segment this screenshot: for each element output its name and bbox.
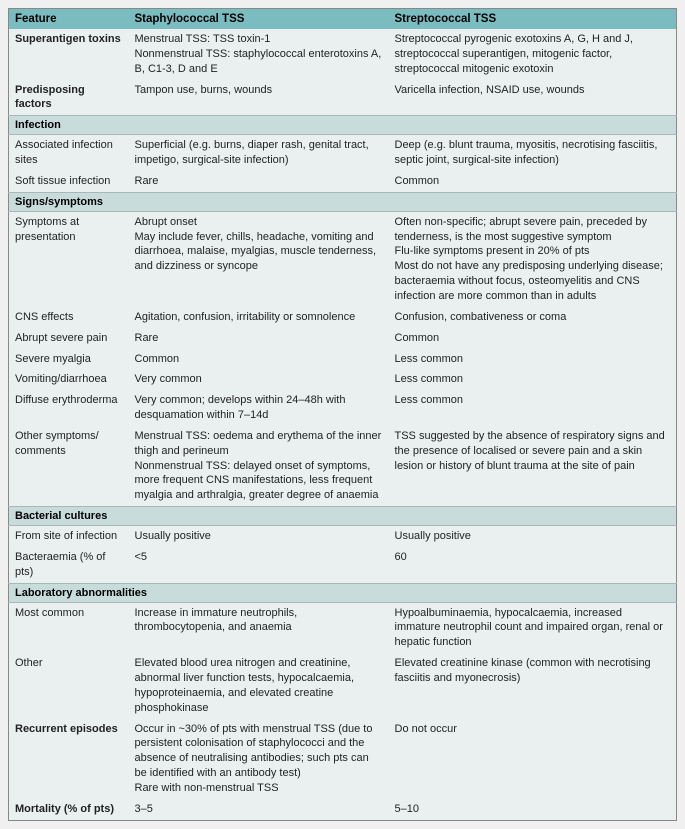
strep-cell: Usually positive [389,526,677,547]
staph-cell: Rare [129,171,389,192]
feature-cell: Predisposing factors [9,80,129,116]
table-row: Associated infection sitesSuperficial (e… [9,135,677,171]
staph-cell: Abrupt onsetMay include fever, chills, h… [129,211,389,307]
feature-cell: Severe myalgia [9,349,129,370]
section-header: Signs/symptoms [9,192,677,211]
feature-cell: Mortality (% of pts) [9,799,129,820]
feature-cell: Symptoms at presentation [9,211,129,307]
strep-cell: Deep (e.g. blunt trauma, myositis, necro… [389,135,677,171]
table-row: Severe myalgiaCommonLess common [9,349,677,370]
section-label: Signs/symptoms [9,192,677,211]
strep-cell: Less common [389,349,677,370]
staph-cell: Very common [129,369,389,390]
column-header-1: Staphylococcal TSS [129,9,389,30]
strep-cell: Streptococcal pyrogenic exotoxins A, G, … [389,29,677,80]
feature-cell: Other symptoms/ comments [9,426,129,507]
feature-cell: Recurrent episodes [9,719,129,799]
table-row: Bacteraemia (% of pts)<560 [9,547,677,583]
strep-cell: Confusion, combativeness or coma [389,307,677,328]
staph-cell: Occur in ~30% of pts with menstrual TSS … [129,719,389,799]
table-row: Vomiting/diarrhoeaVery commonLess common [9,369,677,390]
staph-cell: Usually positive [129,526,389,547]
feature-cell: Associated infection sites [9,135,129,171]
feature-cell: Abrupt severe pain [9,328,129,349]
staph-cell: Tampon use, burns, wounds [129,80,389,116]
feature-cell: Vomiting/diarrhoea [9,369,129,390]
staph-cell: 3–5 [129,799,389,820]
section-label: Laboratory abnormalities [9,583,677,602]
table-row: Predisposing factorsTampon use, burns, w… [9,80,677,116]
column-header-2: Streptococcal TSS [389,9,677,30]
strep-cell: Common [389,171,677,192]
section-header: Laboratory abnormalities [9,583,677,602]
strep-cell: Common [389,328,677,349]
staph-cell: <5 [129,547,389,583]
strep-cell: Less common [389,390,677,426]
staph-cell: Rare [129,328,389,349]
strep-cell: Do not occur [389,719,677,799]
table-row: OtherElevated blood urea nitrogen and cr… [9,653,677,718]
strep-cell: TSS suggested by the absence of respirat… [389,426,677,507]
feature-cell: CNS effects [9,307,129,328]
feature-cell: Superantigen toxins [9,29,129,80]
staph-cell: Common [129,349,389,370]
comparison-table: FeatureStaphylococcal TSSStreptococcal T… [8,8,677,821]
feature-cell: Bacteraemia (% of pts) [9,547,129,583]
staph-cell: Menstrual TSS: oedema and erythema of th… [129,426,389,507]
section-header: Infection [9,116,677,135]
table-row: Superantigen toxinsMenstrual TSS: TSS to… [9,29,677,80]
table-row: Soft tissue infectionRareCommon [9,171,677,192]
table-row: Diffuse erythrodermaVery common; develop… [9,390,677,426]
section-header: Bacterial cultures [9,507,677,526]
column-header-0: Feature [9,9,129,30]
table-row: Recurrent episodesOccur in ~30% of pts w… [9,719,677,799]
table-row: From site of infectionUsually positiveUs… [9,526,677,547]
feature-cell: Other [9,653,129,718]
strep-cell: 5–10 [389,799,677,820]
table-row: Symptoms at presentationAbrupt onsetMay … [9,211,677,307]
table-row: Other symptoms/ commentsMenstrual TSS: o… [9,426,677,507]
feature-cell: Diffuse erythroderma [9,390,129,426]
feature-cell: Most common [9,602,129,653]
staph-cell: Menstrual TSS: TSS toxin-1Nonmenstrual T… [129,29,389,80]
strep-cell: Less common [389,369,677,390]
table-row: CNS effectsAgitation, confusion, irritab… [9,307,677,328]
section-label: Infection [9,116,677,135]
strep-cell: Hypoalbuminaemia, hypocalcaemia, increas… [389,602,677,653]
feature-cell: Soft tissue infection [9,171,129,192]
staph-cell: Increase in immature neutrophils, thromb… [129,602,389,653]
section-label: Bacterial cultures [9,507,677,526]
strep-cell: Elevated creatinine kinase (common with … [389,653,677,718]
staph-cell: Very common; develops within 24–48h with… [129,390,389,426]
table-row: Most commonIncrease in immature neutroph… [9,602,677,653]
staph-cell: Agitation, confusion, irritability or so… [129,307,389,328]
strep-cell: Varicella infection, NSAID use, wounds [389,80,677,116]
strep-cell: Often non-specific; abrupt severe pain, … [389,211,677,307]
staph-cell: Elevated blood urea nitrogen and creatin… [129,653,389,718]
strep-cell: 60 [389,547,677,583]
table-row: Mortality (% of pts)3–55–10 [9,799,677,820]
table-row: Abrupt severe painRareCommon [9,328,677,349]
feature-cell: From site of infection [9,526,129,547]
staph-cell: Superficial (e.g. burns, diaper rash, ge… [129,135,389,171]
table-header-row: FeatureStaphylococcal TSSStreptococcal T… [9,9,677,30]
